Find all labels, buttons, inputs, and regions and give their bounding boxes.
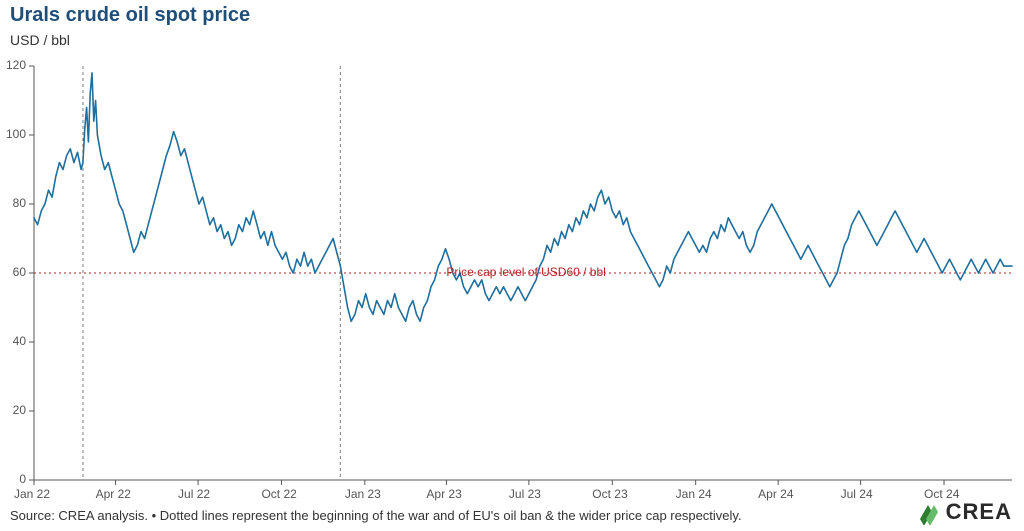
logo: CREA — [914, 499, 1012, 525]
x-tick-label: Apr 22 — [96, 487, 131, 501]
x-tick-label: Oct 22 — [261, 487, 296, 501]
y-tick-label: 80 — [13, 196, 26, 210]
y-tick-label: 40 — [13, 334, 26, 348]
y-tick-label: 0 — [19, 472, 26, 486]
x-tick-label: Oct 23 — [592, 487, 627, 501]
y-tick-label: 120 — [6, 58, 26, 72]
y-tick-label: 100 — [6, 127, 26, 141]
chart-container: Urals crude oil spot price USD / bbl 020… — [0, 0, 1024, 531]
y-tick-label: 60 — [13, 265, 26, 279]
x-tick-label: Jan 23 — [345, 487, 381, 501]
x-tick-label: Jul 23 — [509, 487, 541, 501]
x-tick-label: Apr 23 — [426, 487, 461, 501]
x-tick-label: Jan 24 — [676, 487, 712, 501]
logo-text: CREA — [946, 499, 1012, 525]
x-tick-label: Jul 24 — [841, 487, 873, 501]
y-tick-label: 20 — [13, 403, 26, 417]
logo-icon — [914, 499, 940, 525]
x-tick-label: Jul 22 — [178, 487, 210, 501]
x-tick-label: Apr 24 — [758, 487, 793, 501]
chart-caption: Source: CREA analysis. • Dotted lines re… — [10, 508, 742, 523]
x-tick-label: Jan 22 — [14, 487, 50, 501]
price-cap-label: Price cap level of USD60 / bbl — [446, 265, 605, 279]
